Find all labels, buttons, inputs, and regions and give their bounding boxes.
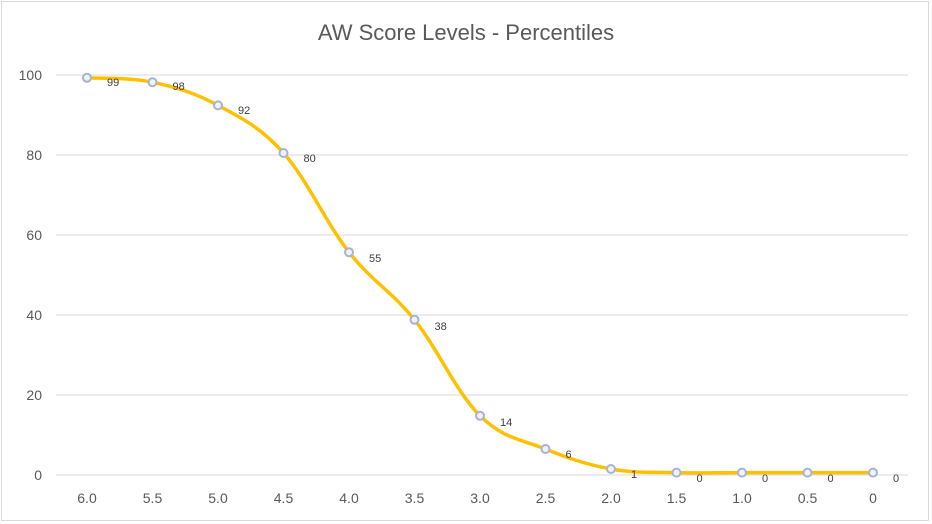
data-labels: 99 98 92 80 55 38 14 6 1 0 0 0 0 [107,77,899,485]
data-label: 38 [435,321,447,333]
data-point [409,314,420,325]
data-label: 80 [304,153,316,165]
data-point [671,467,682,478]
x-tick-label: 5.0 [208,490,228,506]
data-point [606,464,616,474]
y-tick-label: 40 [26,307,42,323]
y-tick-label: 0 [34,467,42,483]
markers [82,72,878,478]
data-label: 6 [566,449,572,461]
x-tick-label: 6.0 [77,490,97,506]
data-point [147,77,158,88]
data-point [475,410,485,421]
x-tick-label: 4.0 [339,490,359,506]
x-tick-label: 1.5 [667,490,687,506]
data-label: 55 [369,253,381,265]
x-tick-label: 5.5 [143,490,163,506]
data-label: 98 [173,81,185,93]
data-label: 14 [500,417,512,429]
data-label: 0 [762,473,768,485]
x-tick-label: 1.0 [732,490,752,506]
data-point [802,467,813,478]
x-tick-label: 0.5 [798,490,818,506]
data-label: 0 [697,473,703,485]
x-tick-label: 4.5 [274,490,294,506]
x-tick-label: 3.0 [470,490,490,506]
data-label: 0 [893,473,899,485]
x-tick-label: 2.0 [601,490,621,506]
data-label: 92 [238,105,250,117]
x-tick-label: 2.5 [536,490,556,506]
data-point [737,467,747,478]
gridlines [56,74,908,476]
data-label: 1 [631,469,637,481]
x-axis-ticks: 6.0 5.5 5.0 4.5 4.0 3.5 3.0 2.5 2.0 1.5 1.0 0.5 0 [77,490,877,506]
data-point [540,444,551,454]
data-point [278,148,289,158]
y-axis-ticks: 0 20 40 60 80 100 [19,67,43,483]
data-point [82,72,92,83]
y-tick-label: 60 [26,227,42,243]
y-tick-label: 80 [26,147,42,163]
chart-title: AW Score Levels - Percentiles [317,20,615,45]
data-point [344,247,354,258]
y-tick-label: 20 [26,387,42,403]
x-tick-label: 0 [869,490,877,506]
x-tick-label: 3.5 [405,490,425,506]
data-label: 99 [107,77,119,89]
data-label: 0 [828,473,834,485]
data-point [213,100,223,111]
data-point [868,467,878,478]
y-tick-label: 100 [19,67,43,83]
